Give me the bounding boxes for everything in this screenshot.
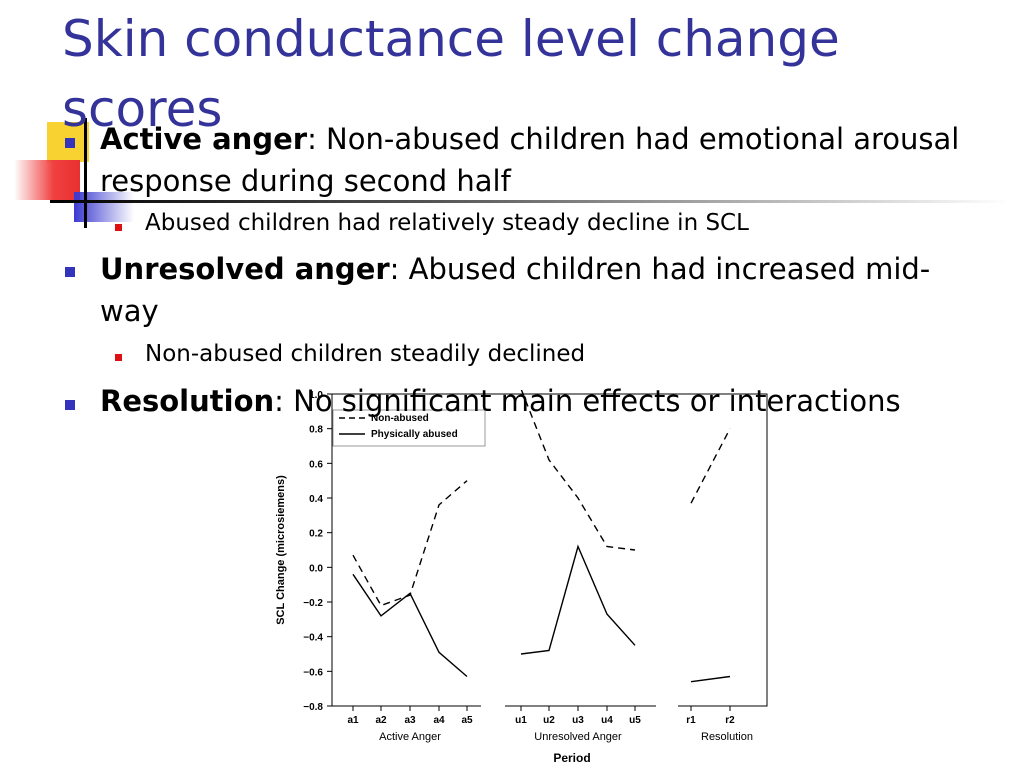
x-axis-label: Period [553, 751, 590, 765]
y-tick-label: 0.4 [309, 494, 323, 505]
abused-line [690, 675, 731, 683]
bullet-marker [65, 138, 75, 148]
bullet-text: : Non-abused children had emotional arou… [100, 122, 960, 198]
sub-bullet-marker [115, 354, 122, 361]
slide-title: Skin conductance level change scores [62, 10, 840, 138]
x-group-label: Unresolved Anger [534, 731, 622, 743]
x-tick-label: u5 [629, 715, 641, 726]
nonabused-line [352, 480, 468, 607]
bullet-marker [65, 400, 75, 410]
decor-red-gradient [14, 160, 80, 200]
y-tick-label: −0.6 [303, 667, 323, 678]
decor-horizontal-line [50, 200, 1010, 203]
y-tick-label: −0.4 [303, 633, 323, 644]
x-tick-label: a2 [375, 715, 387, 726]
x-tick-label: u4 [601, 715, 613, 726]
abused-line [352, 573, 468, 678]
scl-chart: 1.0 0.8 0.6 0.4 0.2 0.0 −0.2 −0.4 −0.6 −0.8 SCL Ch… [275, 390, 768, 765]
y-tick-label: −0.2 [303, 598, 323, 609]
sub-bullet-abused-decline: Abused children had relatively steady de… [145, 210, 749, 236]
y-axis-label: SCL Change (microsiemens) [275, 475, 287, 625]
bullet-text: : Abused children had increased mid-way [100, 252, 931, 328]
bullet-marker [65, 267, 75, 277]
abused-line [520, 544, 636, 655]
decor-vertical-line [84, 118, 87, 228]
bullet-text: : No significant main effects or interac… [274, 384, 901, 418]
x-group-label: Active Anger [379, 731, 441, 743]
bullet-active-anger: Active anger: Non-abused children had em… [100, 118, 980, 202]
x-tick-label: u1 [515, 715, 527, 726]
sub-bullet-nonabused-decline: Non-abused children steadily declined [145, 341, 586, 367]
legend-box [332, 409, 486, 447]
legend-label: Physically abused [371, 429, 458, 440]
legend-label: Non-abused [371, 413, 429, 424]
y-tick-label: 0.0 [309, 563, 323, 574]
y-tick-label: 0.6 [309, 459, 323, 470]
nonabused-line [690, 428, 731, 504]
x-group-label: Resolution [701, 731, 753, 743]
bullet-resolution: Resolution: No significant main effects … [100, 380, 980, 422]
x-tick-label: u2 [543, 715, 555, 726]
x-tick-label: a1 [347, 715, 359, 726]
bullet-term: Resolution [100, 384, 275, 418]
x-tick-label: r2 [725, 715, 735, 726]
nonabused-line [520, 390, 636, 551]
x-tick-label: a3 [404, 715, 416, 726]
x-tick-label: a4 [433, 715, 445, 726]
x-tick-label: a5 [461, 715, 473, 726]
y-tick-label: −0.8 [303, 702, 323, 713]
bullet-term: Unresolved anger [100, 252, 390, 286]
bullet-unresolved-anger: Unresolved anger: Abused children had in… [100, 248, 980, 332]
y-tick-label: 0.8 [309, 425, 323, 436]
x-tick-label: r1 [686, 715, 696, 726]
x-tick-label: u3 [572, 715, 584, 726]
y-tick-label: 1.0 [309, 390, 323, 401]
axis-gap [481, 704, 505, 709]
axis-gap [656, 704, 678, 709]
sub-bullet-marker [115, 224, 122, 231]
bullet-term: Active anger [100, 122, 308, 156]
y-tick-label: 0.2 [309, 529, 323, 540]
